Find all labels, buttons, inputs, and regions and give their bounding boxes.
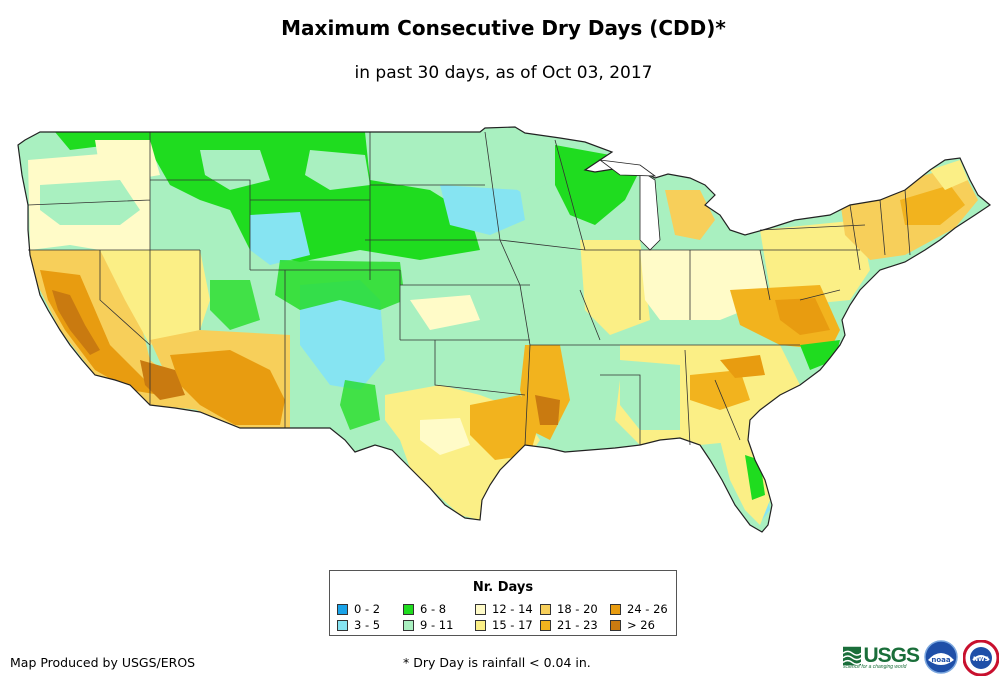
legend-item: 18 - 20 [540, 602, 598, 616]
legend-label: 3 - 5 [354, 618, 381, 632]
legend-label: > 26 [627, 618, 655, 632]
legend-label: 18 - 20 [557, 602, 598, 616]
illinois-15-17-area [580, 240, 650, 335]
legend-label: 0 - 2 [354, 602, 381, 616]
legend-swatch [403, 619, 414, 631]
legend-swatch [610, 619, 621, 631]
alabama-9-11-area [620, 360, 680, 430]
north-idaho-12-14-area [95, 140, 160, 180]
legend-item: 3 - 5 [337, 618, 380, 632]
south-dakota-3-5-area [440, 185, 525, 235]
noaa-logo-text: noaa [931, 656, 951, 664]
legend-swatch [540, 603, 551, 615]
montana-east-9-11-patch [305, 150, 370, 190]
lake-michigan [639, 169, 661, 251]
legend-item: 9 - 11 [403, 618, 453, 632]
legend-swatch [337, 603, 348, 615]
map-title: Maximum Consecutive Dry Days (CDD)* [281, 16, 726, 40]
legend-label: 24 - 26 [627, 602, 668, 616]
legend-item: 12 - 14 [475, 602, 533, 616]
east-texas-21-23-area [470, 395, 540, 460]
lake-superior [598, 159, 657, 177]
northern-plains-6-8-area [55, 132, 480, 262]
nws-logo: NWS [963, 640, 999, 676]
legend-label: 12 - 14 [492, 602, 533, 616]
california-over-26-area [52, 290, 100, 355]
legend-swatch [403, 603, 414, 615]
legend-swatch [337, 619, 348, 631]
colorado-nm-3-5-area [300, 280, 385, 390]
dry-days-field [18, 127, 990, 532]
legend-swatch [475, 619, 486, 631]
pennsylvania-15-17-area [760, 220, 870, 305]
legend-swatch [475, 603, 486, 615]
legend-item: 15 - 17 [475, 618, 533, 632]
utah-6-8-area [210, 280, 260, 330]
michigan-18-20-area [665, 190, 715, 240]
legend-title: Nr. Days [472, 580, 534, 595]
minnesota-9-11-area [495, 140, 555, 195]
noaa-logo: noaa [924, 640, 958, 674]
legend-swatch [540, 619, 551, 631]
legend-label: 15 - 17 [492, 618, 533, 632]
legend-label: 6 - 8 [420, 602, 447, 616]
map-credit: Map Produced by USGS/EROS [10, 655, 196, 670]
legend-item: 6 - 8 [403, 602, 446, 616]
maine-15-17-area [930, 160, 968, 190]
usgs-logo: USGS [843, 641, 920, 671]
legend-item: > 26 [610, 618, 655, 632]
legend-label: 9 - 11 [420, 618, 454, 632]
louisiana-over-26-area [535, 395, 560, 425]
central-texas-12-14-area [420, 418, 470, 455]
colorado-6-8-area [275, 260, 405, 310]
georgia-21-23-area [690, 370, 750, 410]
usgs-wave-icon [843, 646, 862, 666]
wyoming-3-5-area [250, 212, 310, 265]
kansas-12-14-area [410, 295, 480, 330]
new-england-21-23-area [900, 185, 965, 225]
state-borders [27, 131, 911, 446]
virginia-24-26-area [775, 298, 830, 335]
sc-24-26-area [720, 355, 765, 378]
great-basin-15-17-area [100, 250, 210, 345]
legend-swatch [610, 603, 621, 615]
legend-item: 21 - 23 [540, 618, 598, 632]
nws-logo-text: NWS [973, 656, 989, 663]
legend: Nr. Days 0 - 2 3 - 5 6 - 8 9 - 11 12 - 14 15 … [329, 570, 677, 636]
nc-coast-6-8-area [800, 340, 840, 370]
usgs-tagline: science for a changing world [843, 664, 907, 670]
dry-day-footnote: * Dry Day is rainfall < 0.04 in. [403, 655, 591, 670]
legend-item: 0 - 2 [337, 602, 380, 616]
usgs-logo-text: USGS [863, 644, 920, 667]
legend-item: 24 - 26 [610, 602, 668, 616]
legend-label: 21 - 23 [557, 618, 598, 632]
arizona-24-26-area [170, 350, 285, 425]
map-subtitle: in past 30 days, as of Oct 03, 2017 [354, 63, 653, 83]
sw-over-26-area [140, 360, 185, 400]
nm-east-6-8-area [340, 380, 380, 430]
